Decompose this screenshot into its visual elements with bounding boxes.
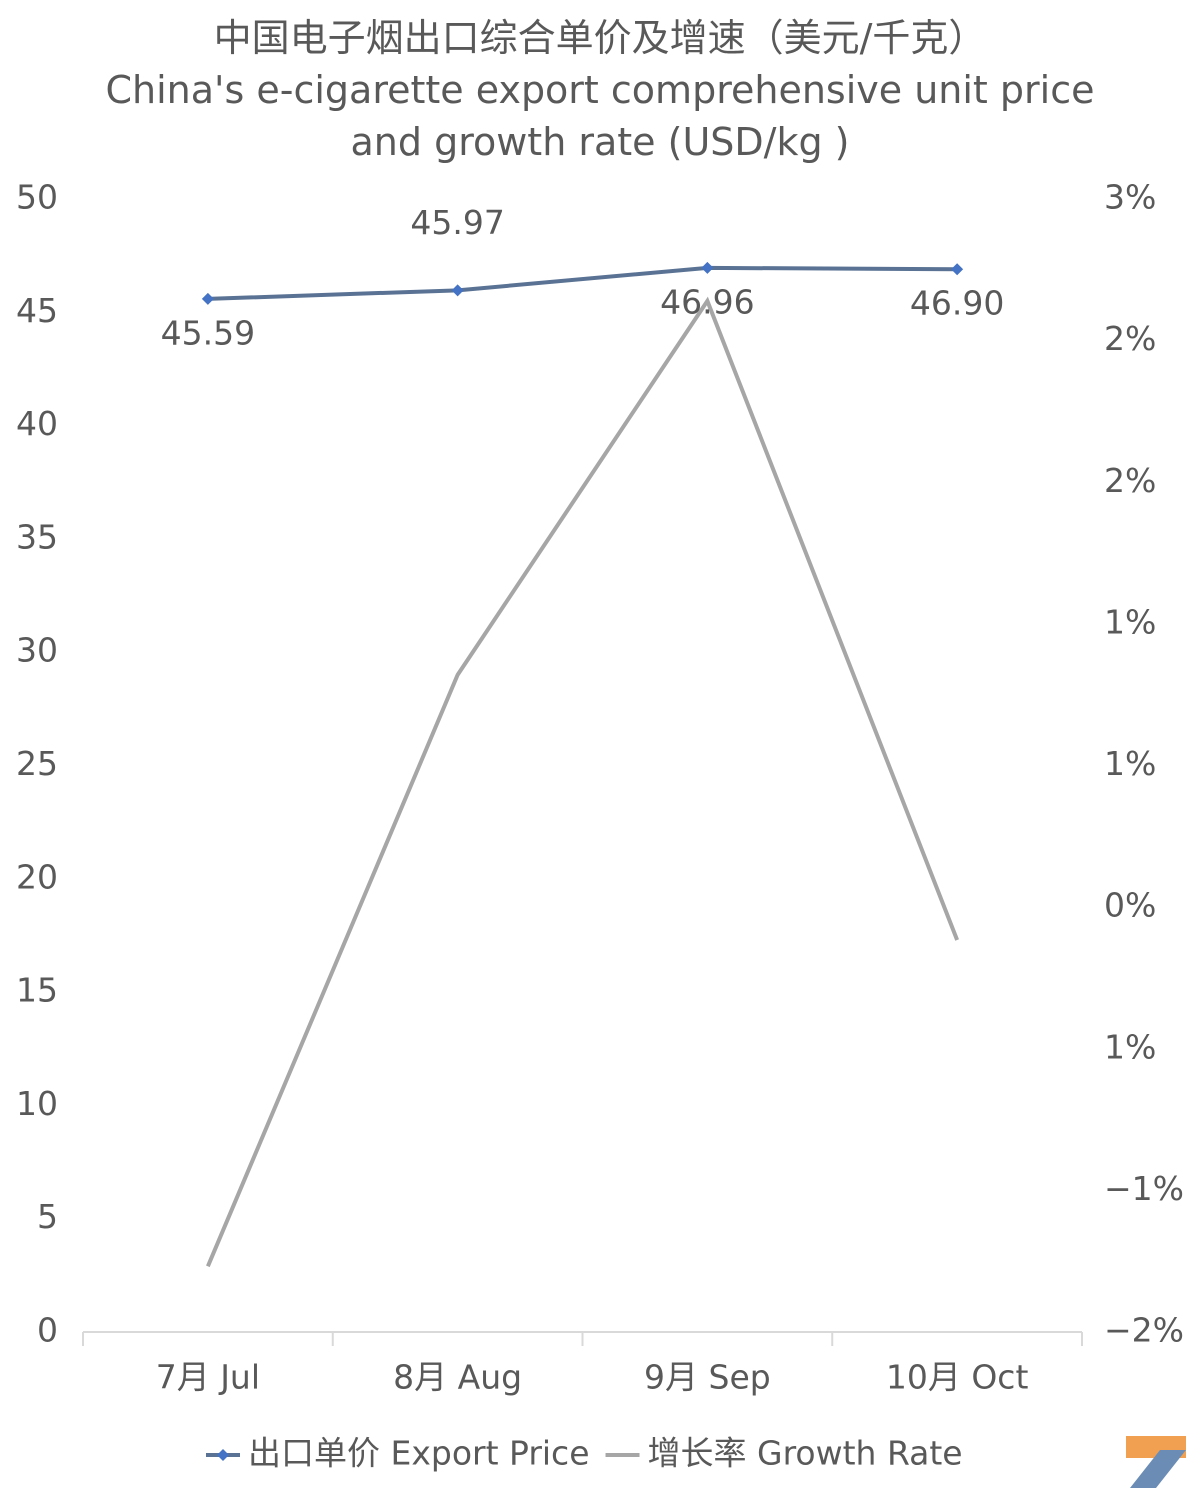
y-tick-label: 50 — [16, 178, 58, 217]
y2-tick-label: 1% — [1104, 744, 1156, 783]
y-tick-label: 30 — [16, 631, 58, 670]
line-1 — [206, 296, 959, 1268]
y2-tick-label: 0% — [1104, 886, 1156, 925]
x-tick-label: 8月 Aug — [393, 1358, 522, 1397]
y-tick-label: 35 — [16, 517, 58, 556]
y2-tick-label: −2% — [1104, 1311, 1184, 1350]
x-tick-label: 9月 Sep — [644, 1358, 771, 1397]
y2-tick-label: 1% — [1104, 602, 1156, 641]
point — [451, 284, 464, 297]
x-tick-label: 10月 Oct — [886, 1358, 1029, 1397]
x-tick-label: 7月 Jul — [156, 1358, 260, 1397]
chart-subtitle: China's e-cigarette export comprehensive… — [105, 68, 1095, 164]
chart-title: 中国电子烟出口综合单价及增速（美元/千克） — [213, 16, 987, 60]
data-label: 45.97 — [410, 203, 504, 242]
logo — [1126, 1436, 1186, 1488]
y-tick-label: 5 — [37, 1197, 58, 1236]
legend-marker — [217, 1449, 229, 1461]
y2-tick-label: 2% — [1104, 461, 1156, 500]
y2-tick-label: 3% — [1104, 178, 1156, 217]
line-0 — [207, 265, 958, 301]
y-tick-label: 10 — [16, 1084, 58, 1123]
data-label: 46.90 — [910, 284, 1004, 323]
legend-label: 出口单价 Export Price — [248, 1434, 590, 1473]
point — [951, 263, 964, 276]
title-block: 中国电子烟出口综合单价及增速（美元/千克） China's e-cigarett… — [100, 12, 1100, 168]
data-label: 46.96 — [660, 282, 754, 321]
logo-part — [1130, 1450, 1186, 1488]
point — [701, 261, 714, 274]
y2-tick-label: 2% — [1104, 319, 1156, 358]
y-tick-label: 15 — [16, 971, 58, 1010]
y2-tick-label: −1% — [1104, 1169, 1184, 1208]
point — [201, 292, 214, 305]
y-tick-label: 20 — [16, 857, 58, 896]
data-label: 45.59 — [161, 313, 255, 352]
y-tick-label: 0 — [37, 1311, 58, 1350]
y-tick-label: 40 — [16, 404, 58, 443]
y-tick-label: 25 — [16, 744, 58, 783]
legend-label: 增长率 Growth Rate — [648, 1434, 963, 1473]
y2-tick-label: 1% — [1104, 1027, 1156, 1066]
y-tick-label: 45 — [16, 291, 58, 330]
